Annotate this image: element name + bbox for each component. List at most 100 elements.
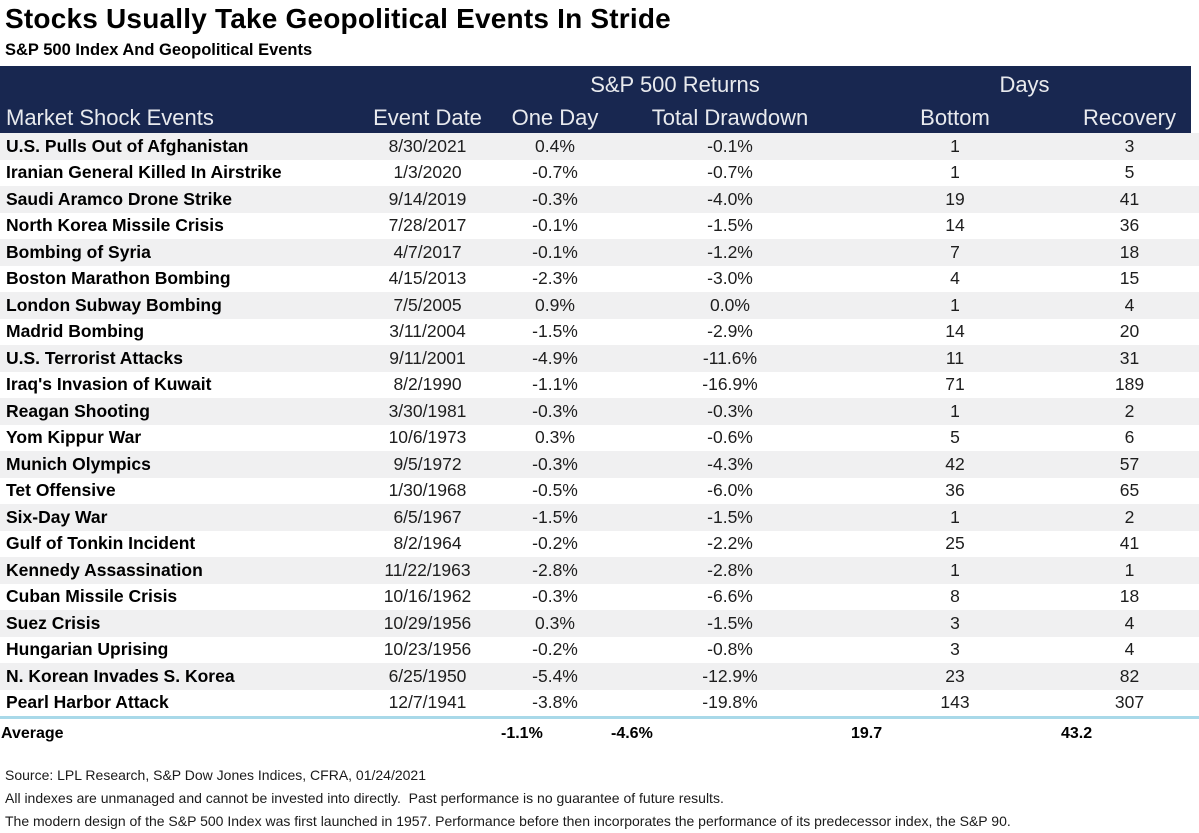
cell-total-drawdown: -1.5% (707, 215, 753, 236)
cell-total-drawdown: -1.5% (707, 612, 753, 633)
average-recovery: 43.2 (1060, 716, 1199, 748)
cell-days-to-recovery: 41 (1119, 533, 1140, 554)
cell-event-name: Saudi Aramco Drone Strike (6, 188, 232, 209)
cell-days-to-bottom: 3 (950, 612, 960, 633)
cell-event-name: Boston Marathon Bombing (6, 268, 231, 289)
events-table: S&P 500 Returns Days Market Shock Events… (0, 66, 1199, 748)
group-header-days: Days (850, 66, 1199, 103)
cell-event-name: Iraq's Invasion of Kuwait (6, 374, 212, 395)
cell-one-day-return: 0.3% (535, 612, 575, 633)
table-row: Saudi Aramco Drone Strike 9/14/2019 -0.3… (0, 186, 1199, 213)
cell-total-drawdown: -0.7% (707, 162, 753, 183)
cell-event-name: Cuban Missile Crisis (6, 586, 178, 607)
cell-one-day-return: -0.3% (532, 453, 578, 474)
cell-total-drawdown: -0.6% (707, 427, 753, 448)
cell-event-name: Bombing of Syria (6, 241, 151, 262)
cell-event-date: 11/22/1963 (384, 559, 471, 580)
cell-event-name: Iranian General Killed In Airstrike (6, 162, 282, 183)
cell-one-day-return: -2.8% (532, 559, 578, 580)
average-bottom: 19.7 (850, 716, 1060, 748)
cell-days-to-bottom: 71 (945, 374, 965, 395)
group-header-returns: S&P 500 Returns (500, 66, 850, 103)
cell-days-to-bottom: 11 (945, 347, 965, 368)
column-header-drawdown: Total Drawdown (610, 103, 850, 133)
cell-days-to-recovery: 5 (1124, 162, 1135, 183)
cell-days-to-bottom: 7 (950, 241, 960, 262)
cell-event-date: 8/30/2021 (388, 135, 467, 156)
table-footer: Average -1.1% -4.6% 19.7 43.2 (0, 716, 1199, 748)
cell-days-to-bottom: 1 (950, 400, 960, 421)
cell-days-to-recovery: 6 (1124, 427, 1135, 448)
footnotes: Source: LPL Research, S&P Dow Jones Indi… (5, 764, 1199, 833)
cell-event-date: 1/3/2020 (393, 162, 462, 183)
cell-event-date: 9/14/2019 (388, 188, 467, 209)
cell-total-drawdown: -0.1% (707, 135, 753, 156)
table-row: Tet Offensive 1/30/1968 -0.5% -6.0% 36 6… (0, 477, 1199, 504)
cell-one-day-return: -1.1% (532, 374, 578, 395)
average-drawdown: -4.6% (610, 716, 850, 748)
table-row: N. Korean Invades S. Korea 6/25/1950 -5.… (0, 663, 1199, 690)
table-row: U.S. Pulls Out of Afghanistan 8/30/2021 … (0, 133, 1199, 160)
cell-days-to-recovery: 18 (1119, 241, 1140, 262)
cell-event-date: 6/25/1950 (388, 665, 467, 686)
table-row: Hungarian Uprising 10/23/1956 -0.2% -0.8… (0, 636, 1199, 663)
cell-total-drawdown: -6.6% (707, 586, 753, 607)
cell-one-day-return: -3.8% (532, 692, 578, 713)
cell-days-to-bottom: 36 (945, 480, 965, 501)
table-row: Madrid Bombing 3/11/2004 -1.5% -2.9% 14 … (0, 318, 1199, 345)
cell-days-to-recovery: 65 (1119, 480, 1140, 501)
cell-event-name: Hungarian Uprising (6, 639, 169, 660)
cell-one-day-return: -0.7% (532, 162, 578, 183)
cell-days-to-recovery: 4 (1124, 294, 1135, 315)
cell-total-drawdown: -4.0% (707, 188, 753, 209)
cell-total-drawdown: -2.9% (707, 321, 753, 342)
page-subtitle: S&P 500 Index And Geopolitical Events (5, 41, 313, 59)
cell-event-name: Kennedy Assassination (6, 559, 203, 580)
cell-days-to-bottom: 1 (950, 294, 960, 315)
table-row: Suez Crisis 10/29/1956 0.3% -1.5% 3 4 (0, 610, 1199, 637)
cell-days-to-recovery: 36 (1119, 215, 1140, 236)
cell-one-day-return: 0.3% (535, 427, 575, 448)
table-row: Pearl Harbor Attack 12/7/1941 -3.8% -19.… (0, 689, 1199, 718)
table-row: Bombing of Syria 4/7/2017 -0.1% -1.2% 7 … (0, 239, 1199, 266)
cell-one-day-return: -4.9% (532, 347, 578, 368)
cell-total-drawdown: -6.0% (707, 480, 753, 501)
cell-event-date: 3/30/1981 (388, 400, 467, 421)
column-header-one-day: One Day (500, 103, 610, 133)
cell-days-to-bottom: 1 (950, 559, 960, 580)
cell-one-day-return: -0.2% (532, 533, 578, 554)
cell-event-date: 9/11/2001 (389, 347, 466, 368)
cell-event-date: 6/5/1967 (393, 506, 462, 527)
cell-event-name: Munich Olympics (6, 453, 151, 474)
cell-total-drawdown: -0.3% (707, 400, 753, 421)
column-header-event: Market Shock Events (0, 103, 355, 133)
cell-event-name: Reagan Shooting (6, 400, 150, 421)
page-title: Stocks Usually Take Geopolitical Events … (5, 3, 671, 34)
cell-days-to-bottom: 1 (950, 135, 960, 156)
table-row: Kennedy Assassination 11/22/1963 -2.8% -… (0, 557, 1199, 584)
cell-one-day-return: -5.4% (532, 665, 578, 686)
cell-event-date: 1/30/1968 (388, 480, 467, 501)
cell-event-name: Suez Crisis (6, 612, 101, 633)
table-row: Yom Kippur War 10/6/1973 0.3% -0.6% 5 6 (0, 424, 1199, 451)
cell-one-day-return: 0.4% (535, 135, 575, 156)
cell-days-to-recovery: 18 (1119, 586, 1140, 607)
cell-days-to-recovery: 41 (1119, 188, 1140, 209)
cell-days-to-recovery: 3 (1124, 135, 1135, 156)
cell-event-date: 4/7/2017 (393, 241, 462, 262)
cell-event-date: 10/16/1962 (383, 586, 472, 607)
table-row: Iranian General Killed In Airstrike 1/3/… (0, 159, 1199, 186)
cell-one-day-return: -1.5% (532, 321, 578, 342)
cell-event-name: Yom Kippur War (6, 427, 142, 448)
average-date-cell (355, 716, 500, 748)
cell-event-name: U.S. Pulls Out of Afghanistan (6, 135, 249, 156)
table-row: Reagan Shooting 3/30/1981 -0.3% -0.3% 1 … (0, 398, 1199, 425)
cell-days-to-bottom: 5 (950, 427, 960, 448)
cell-total-drawdown: -1.5% (707, 506, 753, 527)
cell-one-day-return: -0.1% (532, 241, 578, 262)
cell-days-to-bottom: 1 (950, 506, 960, 527)
cell-one-day-return: -0.3% (532, 400, 578, 421)
cell-event-date: 3/11/2004 (389, 321, 466, 342)
cell-days-to-bottom: 14 (945, 215, 965, 236)
column-header-row: Market Shock Events Event Date One Day T… (0, 103, 1199, 133)
